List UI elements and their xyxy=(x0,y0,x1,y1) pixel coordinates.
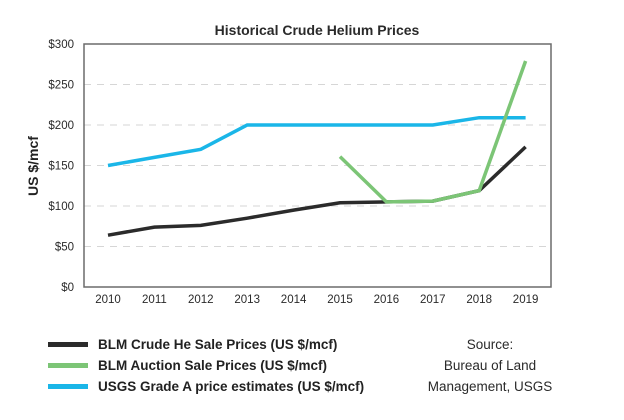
x-tick-label: 2015 xyxy=(327,294,353,306)
x-tick-label: 2013 xyxy=(234,294,260,306)
chart-title: Historical Crude Helium Prices xyxy=(215,22,420,38)
y-tick-label: $0 xyxy=(61,282,74,294)
series-line-blm-auction xyxy=(338,60,528,204)
series-line-blm-crude xyxy=(107,145,527,237)
legend-swatch-blm-auction xyxy=(48,363,88,368)
x-tick-label: 2014 xyxy=(281,294,307,306)
source-line: Source: xyxy=(466,337,514,352)
series-line-usgs xyxy=(107,115,526,168)
legend-label: USGS Grade A price estimates (US $/mcf) xyxy=(98,379,365,394)
x-tick-label: 2011 xyxy=(142,294,167,306)
x-tick-label: 2010 xyxy=(95,294,121,306)
y-tick-label: $150 xyxy=(48,161,74,173)
y-tick-label: $250 xyxy=(48,80,74,92)
x-tick-label: 2018 xyxy=(466,294,492,306)
source-note: Source: Bureau of Land Management, USGS xyxy=(405,334,575,397)
y-axis-label: US $/mcf xyxy=(25,136,41,196)
source-line: Bureau of Land xyxy=(443,358,537,373)
x-tick-label: 2016 xyxy=(374,294,400,306)
legend: BLM Crude He Sale Prices (US $/mcf) BLM … xyxy=(48,334,364,397)
legend-item-blm-crude: BLM Crude He Sale Prices (US $/mcf) xyxy=(48,334,364,355)
y-tick-label: $200 xyxy=(48,120,74,132)
legend-swatch-blm-crude xyxy=(48,342,88,347)
x-tick-label: 2012 xyxy=(188,294,214,306)
x-axis-ticks: 2010 2011 2012 2013 2014 2015 2016 2017 2018 2019 xyxy=(95,294,538,306)
source-line: Management, USGS xyxy=(427,379,553,394)
legend-item-usgs: USGS Grade A price estimates (US $/mcf) xyxy=(48,376,364,397)
y-tick-label: $50 xyxy=(55,242,74,254)
series-lines xyxy=(107,60,528,237)
x-tick-label: 2017 xyxy=(420,294,446,306)
gridlines xyxy=(84,84,551,247)
y-tick-label: $100 xyxy=(48,201,74,213)
y-axis-ticks: $0 $50 $100 $150 $200 $250 $300 xyxy=(48,39,74,294)
legend-item-blm-auction: BLM Auction Sale Prices (US $/mcf) xyxy=(48,355,364,376)
legend-label: BLM Auction Sale Prices (US $/mcf) xyxy=(98,358,328,373)
x-tick-label: 2019 xyxy=(513,294,539,306)
y-tick-label: $300 xyxy=(48,39,74,51)
legend-swatch-usgs xyxy=(48,384,88,389)
plot-frame xyxy=(83,43,552,288)
legend-label: BLM Crude He Sale Prices (US $/mcf) xyxy=(98,337,338,352)
